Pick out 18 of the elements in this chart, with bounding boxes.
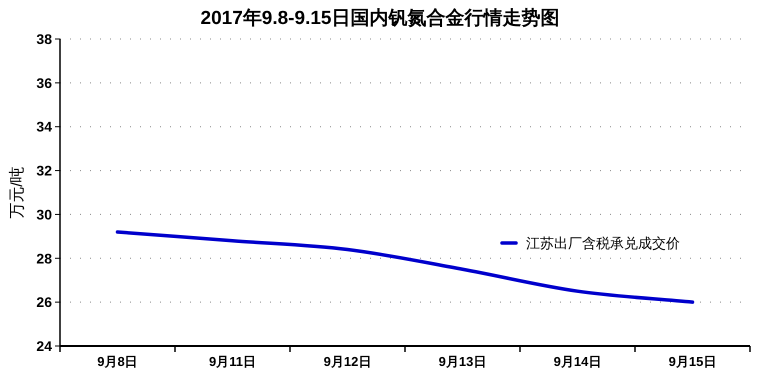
y-tick-label: 36	[36, 74, 52, 91]
x-tick-label: 9月12日	[324, 354, 372, 369]
x-tick-label: 9月13日	[438, 354, 486, 369]
line-series	[116, 230, 694, 304]
legend-label: 江苏出厂含税承兑成交价	[526, 235, 680, 251]
y-tick-label: 28	[36, 250, 52, 266]
y-tick-label: 32	[36, 162, 52, 179]
chart-title: 2017年9.8-9.15日国内钒氮合金行情走势图	[200, 7, 560, 29]
y-axis-title: 万元/吨	[8, 166, 26, 219]
x-tick-label: 9月11日	[209, 354, 256, 369]
y-tick-label: 24	[36, 338, 52, 354]
x-tick-label: 9月8日	[97, 354, 138, 369]
y-tick-label: 34	[36, 118, 52, 135]
x-tick-label: 9月14日	[554, 354, 602, 369]
y-tick-label: 30	[36, 206, 52, 222]
x-tick-label: 9月15日	[668, 354, 716, 369]
y-tick-label: 26	[36, 294, 52, 310]
y-tick-label: 38	[36, 31, 52, 47]
